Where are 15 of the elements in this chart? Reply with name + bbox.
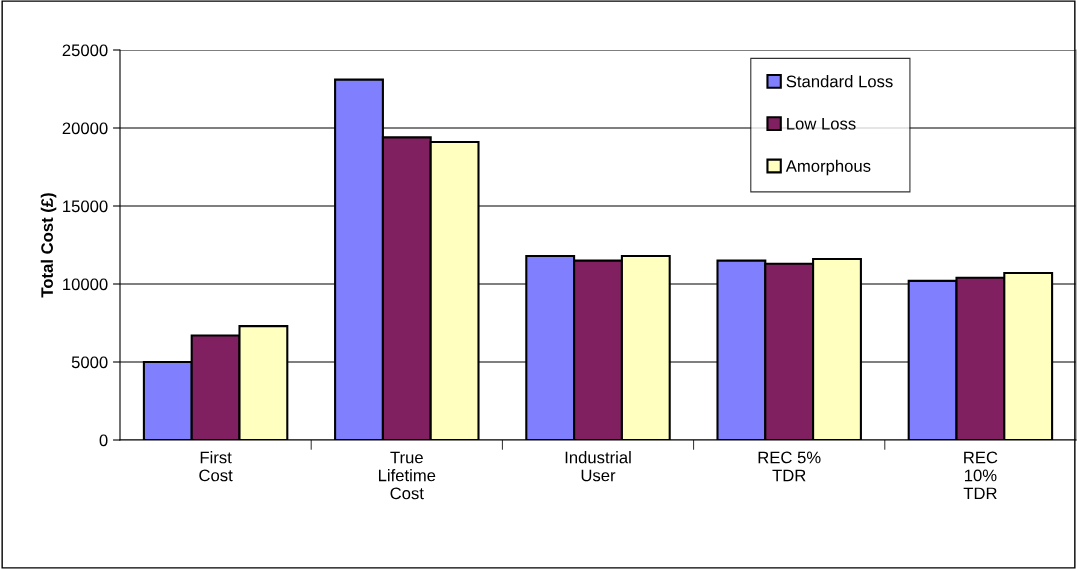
y-axis-title: Total Cost (£): [40, 193, 57, 298]
y-tick-label: 5000: [71, 356, 108, 369]
x-tick-label: Industrial User: [565, 451, 631, 482]
legend-label: Standard Loss: [786, 75, 893, 88]
y-tick-label: 0: [99, 434, 108, 447]
legend-label: Low Loss: [787, 117, 856, 130]
y-tick-label: 10000: [63, 278, 108, 291]
y-tick-label: 15000: [63, 200, 108, 213]
x-tick-label: True Lifetime Cost: [378, 451, 436, 500]
x-tick-label: REC 5% TDR: [758, 451, 821, 482]
legend-label: Amorphous: [785, 159, 871, 176]
x-tick-label: First Cost: [199, 451, 233, 482]
x-tick-label: REC 10% TDR: [963, 451, 998, 500]
y-tick-label: 25000: [62, 44, 108, 57]
y-tick-label: 20000: [62, 122, 108, 135]
